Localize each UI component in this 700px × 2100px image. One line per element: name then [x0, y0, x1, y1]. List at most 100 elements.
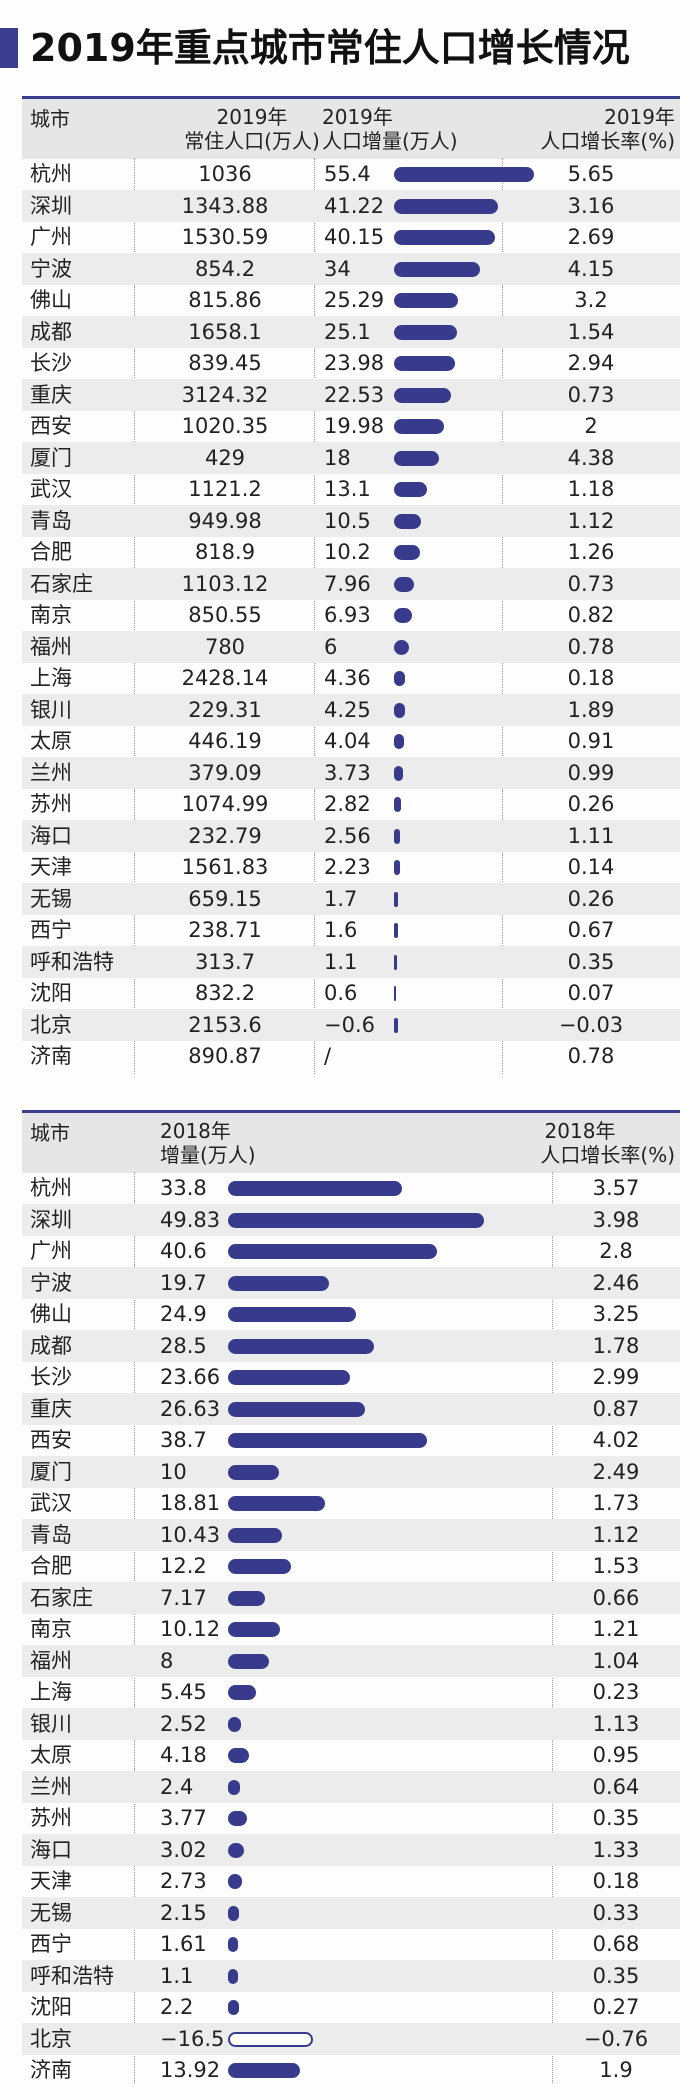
table-row: 石家庄 7.17 0.66 [22, 1581, 680, 1614]
table-row: 福州 8 1.04 [22, 1644, 680, 1677]
growth-rate-value: 0.14 [567, 855, 615, 879]
table-row: 宁波 854.2 34 4.15 [22, 252, 680, 285]
city-name: 天津 [30, 1869, 72, 1893]
growth-rate-value: 1.53 [592, 1554, 640, 1578]
increase-value: 40.6 [160, 1239, 207, 1263]
population-value: 1036 [198, 162, 252, 186]
table-row: 石家庄 1103.12 7.96 0.73 [22, 567, 680, 600]
table-row: 呼和浩特 1.1 0.35 [22, 1959, 680, 1992]
increase-bar [228, 1811, 248, 1826]
growth-rate-value: −0.03 [558, 1012, 624, 1037]
city-name: 武汉 [30, 477, 72, 501]
growth-rate-value: 3.25 [592, 1302, 640, 1326]
table-row: 南京 850.55 6.93 0.82 [22, 599, 680, 631]
increase-bar [394, 639, 410, 655]
increase-bar [228, 1653, 270, 1669]
increase-value: 25.29 [324, 288, 385, 312]
table-row: 厦门 429 18 4.38 [22, 441, 680, 474]
table-row: 合肥 818.9 10.2 1.26 [22, 536, 680, 568]
city-name: 银川 [30, 697, 72, 722]
growth-rate-value: 0.78 [567, 1044, 615, 1068]
growth-rate-value: 0.91 [567, 729, 615, 753]
table-row: 济南 13.92 1.9 [22, 2054, 680, 2086]
city-name: 西安 [30, 1428, 72, 1452]
population-value: 379.09 [188, 760, 262, 785]
table-row: 苏州 1074.99 2.82 0.26 [22, 788, 680, 820]
increase-bar [394, 482, 428, 497]
growth-rate-value: 2.94 [567, 351, 615, 375]
increase-bar [228, 1338, 375, 1354]
city-name: 成都 [30, 319, 72, 344]
column-divider [552, 1172, 553, 2083]
column-divider [134, 1172, 135, 2083]
header-rate-label: 人口增长率(%) [540, 1143, 675, 1167]
table-row: 宁波 19.7 2.46 [22, 1266, 680, 1299]
increase-value: 28.5 [160, 1333, 207, 1358]
increase-value: 10.5 [324, 508, 371, 533]
growth-rate-value: 1.78 [592, 1333, 640, 1358]
increase-value: 1.7 [324, 886, 358, 911]
population-value: 3124.32 [181, 382, 269, 407]
population-value: 429 [204, 445, 246, 470]
increase-value: 10.2 [324, 540, 371, 564]
table-row: 武汉 1121.2 13.1 1.18 [22, 473, 680, 505]
population-value: 1530.59 [181, 225, 269, 249]
increase-value: 4.36 [324, 666, 371, 690]
increase-value: 12.2 [160, 1554, 207, 1578]
increase-bar [228, 1748, 250, 1763]
increase-bar [394, 608, 412, 623]
table-row: 沈阳 832.2 0.6 0.07 [22, 977, 680, 1009]
increase-value: 34 [324, 256, 351, 281]
increase-value: 1.1 [324, 949, 358, 974]
table-row: 太原 446.19 4.04 0.91 [22, 725, 680, 757]
increase-bar [228, 1307, 356, 1322]
increase-bar [394, 954, 397, 970]
growth-rate-value: 1.13 [592, 1711, 640, 1736]
increase-value: 10 [160, 1459, 187, 1484]
increase-value: 40.15 [324, 225, 385, 249]
population-value: 2428.14 [181, 666, 269, 690]
increase-value: −16.5 [160, 2026, 225, 2051]
city-name: 宁波 [30, 1270, 72, 1295]
table-row: 北京 2153.6 −0.6 −0.03 [22, 1008, 680, 1041]
city-name: 武汉 [30, 1491, 72, 1515]
growth-rate-value: 3.16 [567, 193, 615, 218]
increase-value: 1.61 [160, 1932, 207, 1956]
increase-bar [228, 1527, 282, 1543]
city-name: 厦门 [30, 1459, 72, 1484]
city-name: 北京 [30, 2026, 72, 2051]
table-row: 太原 4.18 0.95 [22, 1739, 680, 1771]
increase-value: 10.12 [160, 1617, 221, 1641]
city-name: 太原 [30, 1743, 72, 1767]
growth-rate-value: 0.95 [592, 1743, 640, 1767]
growth-rate-value: 4.02 [592, 1428, 640, 1452]
growth-rate-value: 0.18 [567, 666, 615, 690]
city-name: 济南 [30, 1044, 72, 1068]
table-row: 兰州 379.09 3.73 0.99 [22, 756, 680, 789]
increase-bar [394, 702, 405, 718]
population-value: 854.2 [194, 256, 256, 281]
table-row: 青岛 10.43 1.12 [22, 1518, 680, 1551]
increase-bar [394, 797, 402, 812]
increase-value: 6 [324, 634, 338, 659]
header-city: 城市 [30, 1121, 70, 1145]
table-row: 银川 229.31 4.25 1.89 [22, 693, 680, 726]
increase-bar [228, 1716, 241, 1732]
table-row: 广州 40.6 2.8 [22, 1235, 680, 1267]
increase-bar [228, 2063, 300, 2078]
growth-rate-value: 0.67 [567, 918, 615, 942]
table-row: 佛山 815.86 25.29 3.2 [22, 284, 680, 316]
increase-value: 25.1 [324, 319, 371, 344]
header-rate-year: 2018年 [544, 1119, 616, 1143]
page-title: 2019年重点城市常住人口增长情况 [30, 26, 630, 70]
increase-bar [394, 167, 534, 182]
table-row: 无锡 659.15 1.7 0.26 [22, 882, 680, 915]
table-row: 西宁 1.61 0.68 [22, 1928, 680, 1960]
increase-value: 3.73 [324, 760, 371, 785]
city-name: 石家庄 [30, 571, 93, 596]
city-name: 兰州 [30, 760, 72, 785]
table-row: 广州 1530.59 40.15 2.69 [22, 221, 680, 253]
city-name: 佛山 [30, 1302, 72, 1326]
city-name: 福州 [30, 1648, 72, 1673]
header-inc-year: 2018年 [160, 1119, 231, 1143]
